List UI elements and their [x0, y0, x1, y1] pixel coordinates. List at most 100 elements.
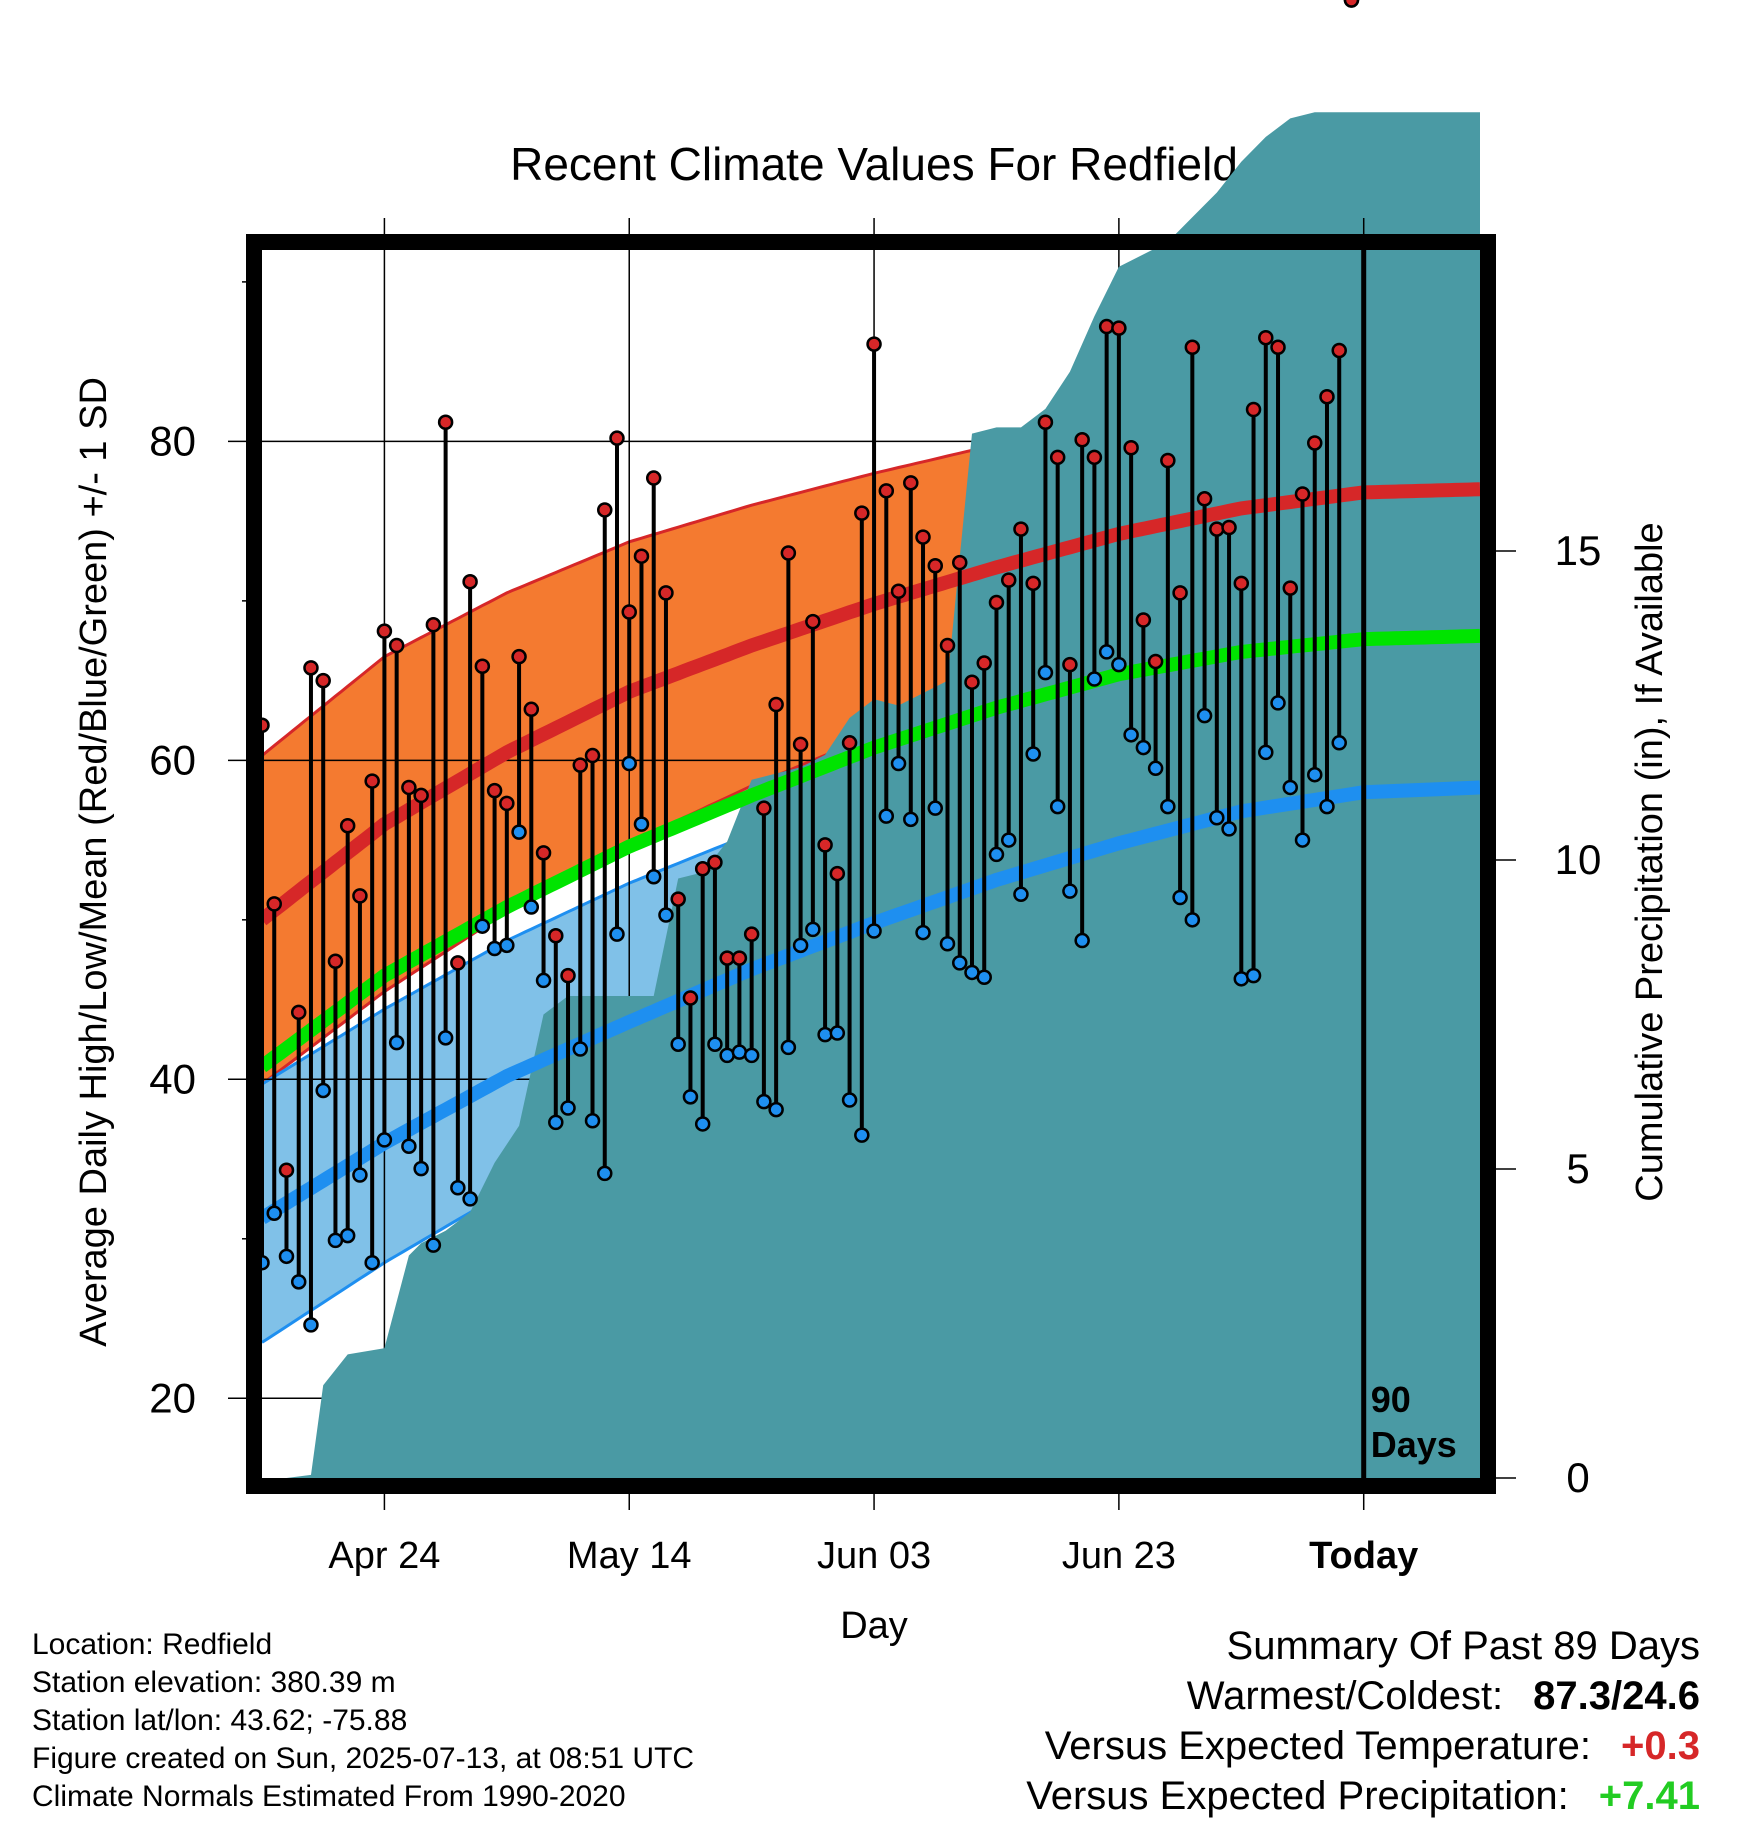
daily-low-point [1062, 883, 1078, 899]
daily-low-point [939, 935, 956, 952]
daily-low-point [621, 755, 637, 772]
daily-high-point [278, 1162, 295, 1178]
daily-high-point [1172, 585, 1188, 601]
created-text: Figure created on Sun, 2025-07-13, at 08… [32, 1742, 695, 1775]
daily-low-point [548, 1114, 564, 1131]
y-tick-label: 60 [149, 736, 196, 783]
temp-value: +0.3 [1621, 1724, 1700, 1768]
daily-high-point [584, 747, 601, 764]
chart-title: Recent Climate Values For Redfield [510, 138, 1238, 190]
daily-high-point [658, 585, 674, 601]
daily-high-point [1111, 320, 1127, 336]
daily-high-point [1123, 440, 1139, 456]
daily-low-point [903, 811, 919, 828]
daily-high-point [817, 837, 833, 853]
x-axis-title: Day [840, 1605, 908, 1647]
daily-high-point [560, 967, 576, 984]
daily-low-point [1209, 810, 1225, 826]
daily-high-point [976, 655, 992, 671]
daily-low-point [1147, 760, 1164, 777]
x-tick-label: Today [1309, 1535, 1418, 1577]
daily-high-point [1184, 339, 1201, 356]
daily-high-point [633, 548, 650, 564]
summary-temperature: Versus Expected Temperature: +0.3 [1045, 1724, 1700, 1768]
daily-low-point [315, 1082, 331, 1099]
daily-low-point [609, 926, 625, 942]
y-tick-label: 80 [149, 417, 196, 464]
normals-text: Climate Normals Estimated From 1990-2020 [32, 1780, 626, 1813]
latlon-text: Station lat/lon: 43.62; -75.88 [32, 1704, 408, 1737]
daily-low-point [376, 1132, 393, 1148]
daily-high-point [474, 658, 491, 674]
daily-high-point [1062, 656, 1078, 673]
y2-tick-label: 0 [1566, 1454, 1589, 1501]
daily-high-point [388, 637, 405, 654]
daily-low-point [1049, 798, 1066, 815]
daily-high-point [743, 926, 760, 942]
daily-high-point [1294, 486, 1311, 502]
daily-low-point [1160, 798, 1176, 815]
daily-low-point [1111, 656, 1127, 673]
daily-low-point [1196, 707, 1213, 724]
daily-low-point [597, 1165, 613, 1182]
daily-high-point [1233, 575, 1250, 592]
summary-title: Summary Of Past 89 Days [1226, 1624, 1700, 1668]
daily-high-point [927, 558, 944, 574]
daily-high-point [768, 696, 784, 713]
daily-low-point [829, 1025, 846, 1041]
daily-high-point [878, 483, 895, 499]
daily-high-point [499, 795, 515, 812]
daily-low-point [1074, 932, 1090, 949]
daily-high-point [939, 637, 956, 654]
daily-low-point [951, 955, 968, 971]
daily-high-point [364, 773, 380, 789]
daily-high-point [609, 430, 625, 446]
summary-warm-cold: Warmest/Coldest: 87.3/24.6 [1187, 1674, 1700, 1718]
daily-high-point [1209, 521, 1225, 537]
daily-low-point [1245, 967, 1262, 984]
daily-low-point [499, 937, 515, 954]
daily-high-point [1245, 401, 1262, 418]
y-tick-label: 20 [149, 1374, 196, 1421]
daily-low-point [352, 1167, 368, 1183]
daily-low-point [890, 755, 907, 772]
daily-low-point [976, 969, 992, 985]
daily-high-point [829, 865, 846, 882]
daily-low-point [1098, 644, 1115, 660]
daily-low-point [266, 1205, 282, 1222]
daily-high-point [315, 672, 331, 689]
x-tick-label: Apr 24 [328, 1535, 440, 1577]
daily-high-point [303, 660, 319, 676]
daily-high-point [1086, 449, 1103, 466]
daily-high-point [645, 470, 662, 486]
daily-low-point [670, 1036, 686, 1052]
daily-low-point [915, 924, 931, 941]
daily-low-point [1221, 821, 1237, 837]
prcp-value: +7.41 [1598, 1774, 1700, 1818]
daily-low-point [927, 800, 944, 816]
daily-high-point [903, 475, 919, 491]
daily-high-point [1196, 491, 1213, 507]
daily-high-point [1000, 572, 1017, 588]
daily-low-point [437, 1030, 454, 1046]
daily-low-point [462, 1191, 478, 1207]
daily-low-point [817, 1026, 833, 1043]
daily-high-point [1331, 342, 1347, 359]
daily-low-point [707, 1036, 723, 1052]
prcp-label: Versus Expected Precipitation: [1026, 1774, 1569, 1818]
daily-low-point [388, 1034, 405, 1051]
daily-low-point [1233, 971, 1250, 987]
daily-high-point [523, 701, 540, 718]
axes: Apr 24 May 14 Jun 03 Jun 23 Today 20 40 60 80 0 5 1… [73, 218, 1671, 1647]
daily-low-point [1331, 735, 1347, 751]
warm-cold-value: 87.3/24.6 [1533, 1674, 1700, 1718]
daily-low-point [572, 1041, 589, 1057]
daily-high-point [1098, 318, 1115, 335]
daily-high-point [890, 583, 907, 600]
daily-low-point [1306, 766, 1323, 783]
daily-high-point [1037, 414, 1054, 430]
temp-label: Versus Expected Temperature: [1044, 1724, 1592, 1768]
daily-low-point [841, 1092, 858, 1108]
daily-high-point [1258, 329, 1274, 346]
